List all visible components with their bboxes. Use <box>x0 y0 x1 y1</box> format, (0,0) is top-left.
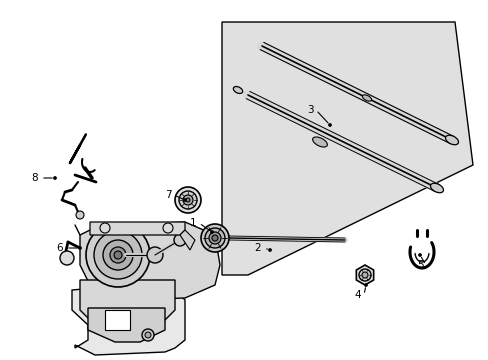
Polygon shape <box>80 280 175 320</box>
Circle shape <box>175 187 201 213</box>
Circle shape <box>110 247 126 263</box>
Text: 8: 8 <box>32 173 38 183</box>
Circle shape <box>208 232 221 244</box>
Circle shape <box>185 198 190 202</box>
Circle shape <box>212 235 218 241</box>
Circle shape <box>147 247 163 263</box>
Polygon shape <box>356 265 373 285</box>
Circle shape <box>364 284 367 287</box>
Circle shape <box>60 251 74 265</box>
Circle shape <box>268 248 271 252</box>
Circle shape <box>145 332 151 338</box>
Circle shape <box>361 272 367 278</box>
Text: 2: 2 <box>254 243 261 253</box>
Polygon shape <box>180 230 195 250</box>
Text: 5: 5 <box>416 260 423 270</box>
Circle shape <box>328 123 331 126</box>
Circle shape <box>183 195 193 205</box>
Ellipse shape <box>362 95 371 101</box>
Text: 1: 1 <box>189 218 196 228</box>
Circle shape <box>86 223 150 287</box>
Circle shape <box>204 228 224 248</box>
Circle shape <box>100 223 110 233</box>
Text: 4: 4 <box>354 290 361 300</box>
Ellipse shape <box>445 135 458 145</box>
Text: 7: 7 <box>164 190 171 200</box>
Circle shape <box>53 176 57 180</box>
Circle shape <box>358 269 370 281</box>
Circle shape <box>94 231 142 279</box>
Circle shape <box>183 198 186 202</box>
Circle shape <box>174 234 185 246</box>
Circle shape <box>79 247 81 249</box>
Circle shape <box>114 251 122 259</box>
Polygon shape <box>222 22 472 275</box>
Circle shape <box>142 329 154 341</box>
Ellipse shape <box>233 86 242 94</box>
Polygon shape <box>105 310 130 330</box>
Circle shape <box>179 191 197 209</box>
Polygon shape <box>80 222 220 300</box>
Ellipse shape <box>429 183 443 193</box>
Ellipse shape <box>312 137 327 147</box>
Text: 3: 3 <box>306 105 313 115</box>
Circle shape <box>201 224 228 252</box>
Polygon shape <box>72 282 184 355</box>
Circle shape <box>76 211 84 219</box>
Circle shape <box>210 230 213 234</box>
Text: 6: 6 <box>57 243 63 253</box>
Circle shape <box>418 253 421 256</box>
Circle shape <box>103 240 133 270</box>
Circle shape <box>163 223 173 233</box>
Polygon shape <box>88 308 164 342</box>
Polygon shape <box>90 222 184 235</box>
